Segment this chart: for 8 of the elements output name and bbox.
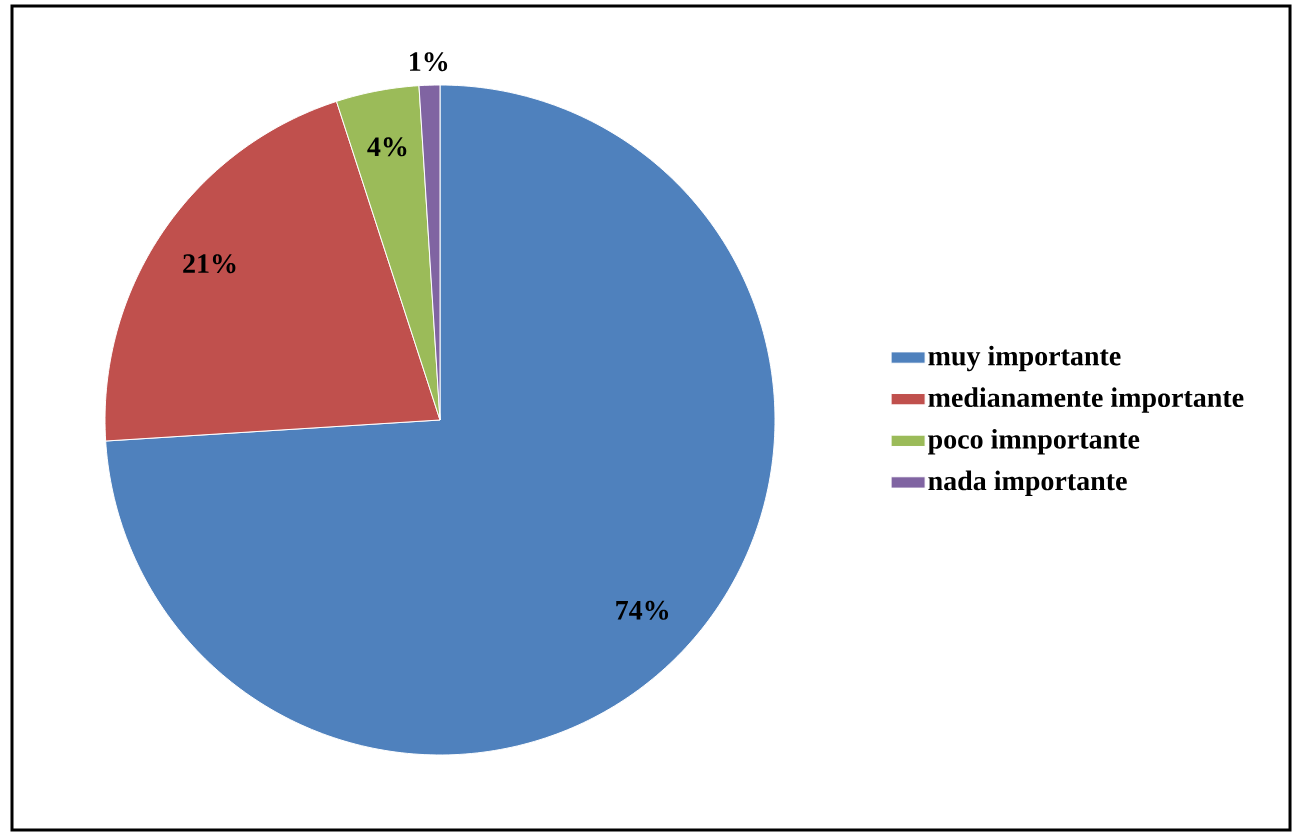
data-label: 21%	[183, 254, 236, 274]
data-label: 1%	[410, 52, 448, 72]
data-label: 4%	[367, 137, 407, 157]
legend-label: medianamente importante	[928, 387, 1244, 413]
legend-label: nada importante	[928, 470, 1127, 497]
data-label: 74%	[616, 600, 669, 620]
legend-label: poco imnportante	[927, 428, 1140, 455]
legend-label: muy importante	[928, 345, 1121, 372]
